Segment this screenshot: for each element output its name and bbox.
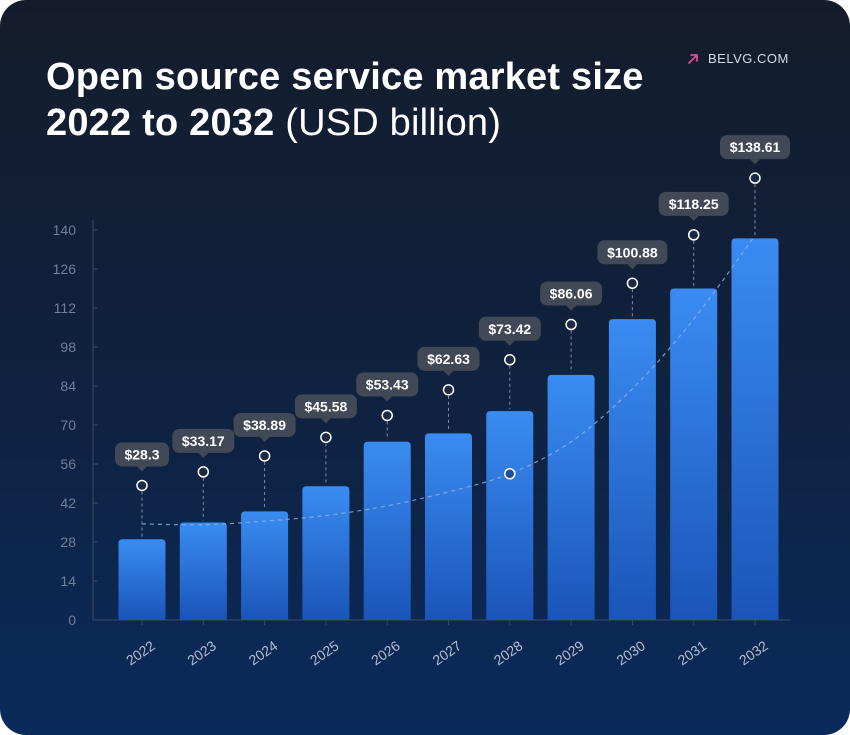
value-pill [597,240,668,265]
x-tick-label: 2022 [123,637,158,668]
brand-label: BELVG.COM [708,51,789,66]
value-marker [687,229,700,241]
y-tick-label: 112 [54,300,77,316]
value-label: $138.61 [730,139,781,155]
x-axis-labels: 2022 2023 2024 2025 2026 2027 2028 2029 2030 2031… [123,620,771,668]
value-marker [749,172,761,184]
bar-2023 [179,522,227,620]
value-pill-pointer [627,264,638,270]
chart-title: Open source service market size 2022 to … [46,54,686,146]
value-pill-pointer [259,436,270,442]
value-label: $86.06 [550,286,593,302]
y-tick-label: 126 [53,261,77,277]
value-pill-pointer [320,418,331,424]
chart-bars [118,238,779,620]
value-marker [136,479,148,492]
x-tick-label: 2025 [307,637,342,668]
value-pill-pointer [137,466,147,472]
x-tick-label: 2024 [246,637,281,668]
x-tick-label: 2026 [368,637,403,668]
value-pill-pointer [504,340,515,346]
value-label: $73.42 [488,321,531,337]
bar-2031 [670,288,718,620]
value-pill [115,442,169,467]
value-marker [381,409,393,422]
value-label: $62.63 [427,351,470,367]
trend-line [141,235,756,526]
y-tick-label: 28 [60,534,76,550]
x-tick-label: 2029 [552,637,587,668]
value-label: $53.43 [366,376,409,392]
arrow-up-right-icon [688,53,698,64]
y-tick-label: 70 [60,417,76,433]
value-pill-pointer [688,215,699,221]
value-pill [356,372,419,397]
bar-2025 [302,486,350,620]
value-marker [565,318,577,331]
x-tick-label: 2030 [613,637,648,668]
value-marker [442,384,455,396]
y-tick-label: 42 [60,495,76,511]
value-pill [294,394,357,419]
bar-2024 [241,511,289,620]
value-pill [658,191,729,216]
value-marker [320,431,332,444]
value-pill-pointer [750,159,760,165]
value-label: $38.89 [243,417,286,433]
value-label: $118.25 [669,196,719,212]
value-marker [504,354,516,366]
data-labels: $28.3 $33.17 $38.89 $45.58 $53.43 $62.63 $73.4… [115,135,790,538]
y-tick-label: 0 [68,612,76,628]
y-tick-label: 84 [60,378,76,394]
value-pill [720,135,790,160]
y-tick-label: 56 [60,456,76,472]
bar-2029 [547,374,595,620]
value-label: $45.58 [304,398,347,414]
x-tick-label: 2032 [736,637,771,668]
value-pill-pointer [382,396,393,402]
x-tick-label: 2027 [430,637,465,668]
value-label: $33.17 [182,433,225,449]
chart-title-main: Open source service market size 2022 to … [46,56,644,144]
value-label: $28.3 [124,446,159,462]
value-pill [172,428,235,453]
value-label: $100.88 [607,244,658,260]
value-pill [233,412,296,437]
value-pill [540,281,603,306]
y-tick-label: 140 [53,222,77,238]
x-tick-label: 2031 [675,637,710,668]
value-marker [258,450,271,462]
bar-2032 [731,238,779,620]
trend-marker [504,468,516,480]
value-marker [626,277,639,290]
value-marker [197,466,210,478]
value-pill-pointer [198,452,209,458]
x-tick-label: 2028 [491,637,526,668]
x-tick-label: 2023 [184,637,219,668]
y-tick-label: 14 [60,573,76,589]
bar-2022 [118,539,166,620]
value-pill-pointer [443,370,454,376]
y-tick-label: 98 [60,339,76,355]
bar-2026 [363,441,411,620]
value-pill [417,346,480,371]
bar-2030 [608,319,656,620]
brand-link[interactable]: BELVG.COM [686,51,789,66]
bar-2028 [486,411,534,620]
value-pill [478,316,541,341]
chart-title-unit: (USD billion) [285,102,502,144]
value-pill-pointer [566,305,577,311]
bar-2027 [425,433,472,620]
trend-curve [141,235,756,526]
